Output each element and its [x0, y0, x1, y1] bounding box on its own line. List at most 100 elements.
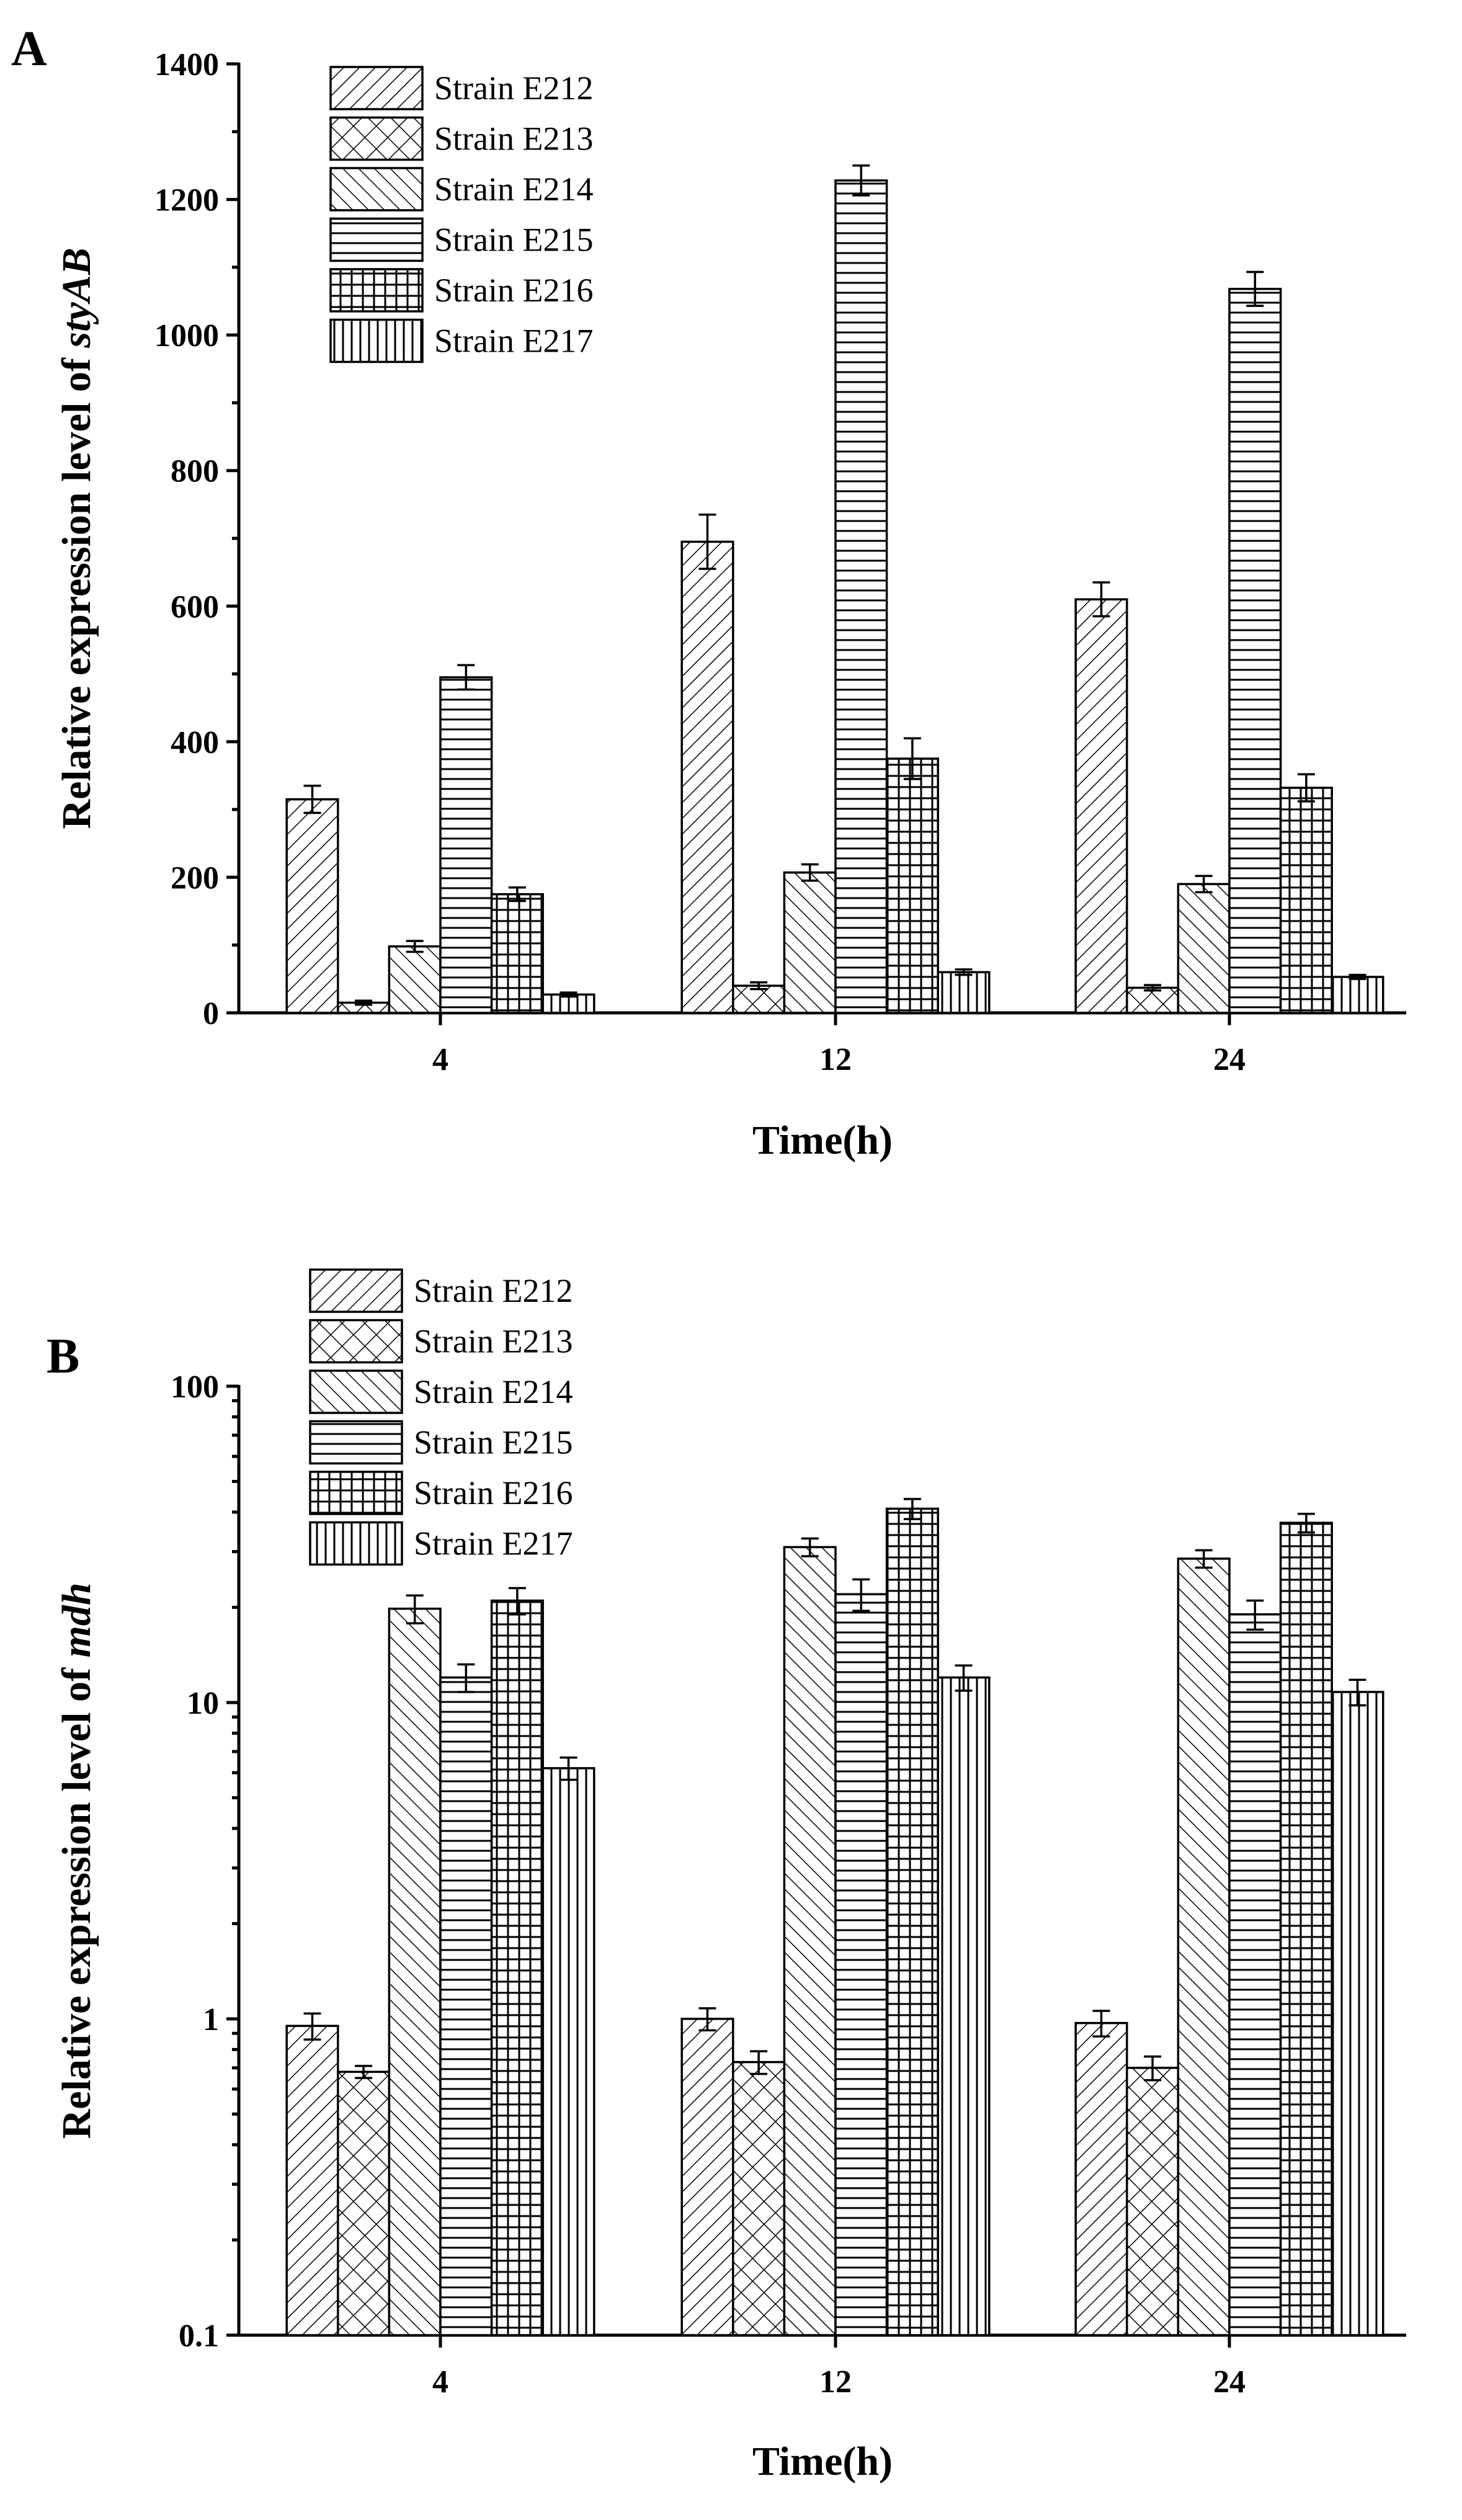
legend-label: Strain E216	[414, 1474, 573, 1512]
bar-A-strain-e216-t24	[1279, 786, 1333, 1014]
bar-B-strain-e216-t12	[885, 1507, 939, 2336]
panel-letter: B	[47, 1329, 79, 1384]
error-bar	[355, 999, 373, 1006]
bar-B-strain-e212-t4	[285, 2024, 339, 2336]
legend: Strain E212 Strain E213 Strain E214 Strain …	[329, 66, 593, 363]
legend-swatch	[329, 318, 424, 363]
error-bar	[698, 2007, 716, 2032]
bar-A-strain-e216-t12	[885, 757, 939, 1014]
bar-A-strain-e212-t12	[680, 540, 734, 1014]
error-bar	[1348, 974, 1366, 981]
error-bar	[1195, 875, 1213, 894]
error-bar	[508, 1587, 526, 1616]
legend-label: Strain E217	[414, 1525, 573, 1562]
bar-A-strain-e215-t12	[834, 179, 888, 1014]
y-axis-title-gene: styAB	[54, 247, 99, 348]
y-axis-title-gene: mdh	[54, 1583, 99, 1658]
bar-B-strain-e213-t12	[732, 2060, 786, 2336]
bar-A-strain-e217-t12	[937, 971, 991, 1014]
x-axis-title: Time(h)	[752, 2439, 893, 2484]
error-bar	[750, 2050, 768, 2075]
panel-letter: A	[11, 22, 47, 76]
legend-label: Strain E213	[434, 120, 593, 158]
error-bar	[1092, 2010, 1110, 2038]
bar-B-strain-e217-t4	[542, 1767, 595, 2336]
chart-panel-A: A 0 200 400 600 800 1000 1200 1400 4 12 24 Strain E2…	[11, 22, 1406, 1163]
bar-A-strain-e214-t24	[1177, 883, 1231, 1014]
error-bar	[1144, 984, 1162, 992]
y-axis-title-prefix: Relative expression level of	[54, 1658, 99, 2139]
y-tick-label: 1	[203, 2002, 219, 2037]
legend-label: Strain E212	[434, 69, 593, 107]
error-bar	[1092, 581, 1110, 618]
error-bar	[852, 1578, 870, 1612]
legend-swatch	[309, 1268, 403, 1313]
legend-label: Strain E216	[434, 272, 593, 309]
legend-swatch	[309, 1319, 403, 1364]
x-axis-title: Time(h)	[752, 1118, 893, 1163]
bar-A-strain-e214-t12	[783, 871, 837, 1014]
legend-label: Strain E214	[434, 171, 593, 208]
legend-swatch	[309, 1471, 403, 1515]
legend-swatch	[309, 1420, 403, 1465]
error-bar	[303, 785, 321, 814]
y-tick-label: 100	[171, 1369, 219, 1405]
error-bar	[801, 1537, 819, 1557]
legend-label: Strain E212	[414, 1272, 573, 1309]
error-bar	[457, 1663, 475, 1693]
error-bar	[955, 968, 973, 976]
legend-swatch	[309, 1521, 403, 1566]
error-bar	[457, 664, 475, 691]
y-tick-label: 0.1	[179, 2318, 219, 2354]
error-bar	[303, 2012, 321, 2041]
x-tick-label: 4	[432, 2364, 448, 2400]
legend-swatch	[329, 167, 424, 211]
bar-A-strain-e212-t24	[1074, 598, 1128, 1014]
legend-label: Strain E214	[414, 1373, 573, 1410]
bar-B-strain-e215-t24	[1228, 1613, 1282, 2336]
error-bar	[852, 164, 870, 197]
legend-swatch	[329, 217, 424, 262]
bar-B-strain-e214-t12	[783, 1546, 837, 2336]
error-bar	[1297, 1512, 1315, 1534]
error-bar	[559, 991, 577, 998]
bar-A-strain-e216-t4	[490, 893, 544, 1014]
x-tick-label: 12	[819, 1042, 852, 1077]
x-tick-label: 12	[819, 2364, 852, 2400]
bar-A-strain-e212-t4	[285, 798, 339, 1014]
bar-B-strain-e212-t12	[680, 2018, 734, 2336]
legend-label: Strain E213	[414, 1323, 573, 1360]
error-bar	[355, 2065, 373, 2080]
legend: Strain E212 Strain E213 Strain E214 Strain …	[309, 1268, 573, 1566]
bar-B-strain-e214-t4	[388, 1607, 442, 2336]
bar-B-strain-e215-t4	[439, 1676, 493, 2336]
legend-label: Strain E217	[434, 323, 593, 360]
legend-swatch	[309, 1369, 403, 1414]
error-bar	[508, 886, 526, 902]
error-bar	[1348, 1678, 1366, 1707]
error-bar	[903, 1498, 921, 1521]
y-tick-label: 0	[203, 996, 219, 1031]
error-bar	[406, 1594, 424, 1625]
error-bar	[1144, 2055, 1162, 2081]
y-axis-title: Relative expression level of mdh	[54, 1583, 99, 2139]
y-tick-label: 400	[171, 725, 219, 760]
y-tick-label: 10	[187, 1686, 219, 1721]
bar-B-strain-e213-t4	[337, 2070, 391, 2336]
legend-swatch	[329, 116, 424, 161]
y-axis-title: Relative expression level of styAB	[54, 247, 99, 829]
bar-A-strain-e217-t24	[1331, 976, 1384, 1014]
bar-A-strain-e214-t4	[388, 945, 442, 1014]
y-tick-label: 1400	[154, 47, 219, 82]
error-bar	[698, 514, 716, 570]
error-bar	[955, 1664, 973, 1692]
legend-swatch	[329, 66, 424, 110]
legend-swatch	[329, 268, 424, 313]
bar-A-strain-e215-t24	[1228, 288, 1282, 1014]
bar-B-strain-e214-t24	[1177, 1557, 1231, 2336]
y-tick-label: 1000	[154, 318, 219, 354]
bar-B-strain-e217-t12	[937, 1676, 991, 2336]
error-bar	[1195, 1549, 1213, 1569]
error-bar	[406, 940, 424, 953]
